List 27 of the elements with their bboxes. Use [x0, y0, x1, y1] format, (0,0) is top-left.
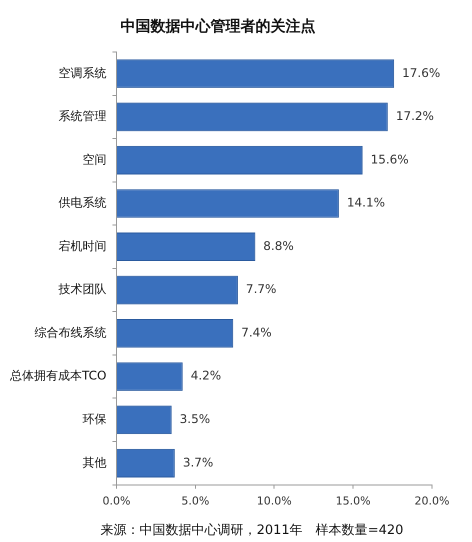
x-tick-label: 0.0% — [102, 494, 130, 508]
chart-title: 中国数据中心管理者的关注点 — [120, 16, 316, 35]
data-label: 17.2% — [396, 109, 434, 124]
y-tick-label: 综合布线系统 — [34, 325, 106, 340]
data-label: 15.6% — [370, 152, 409, 166]
x-tick-label: 15.0% — [336, 494, 371, 508]
y-tick-label: 宕机时间 — [58, 238, 106, 253]
data-label: 8.8% — [263, 238, 294, 253]
data-label: 3.7% — [182, 455, 214, 470]
data-label: 4.2% — [190, 368, 222, 383]
data-label: 7.7% — [246, 282, 276, 296]
y-tick-label: 系统管理 — [58, 109, 106, 124]
y-tick-label: 总体拥有成本TCO — [9, 368, 106, 383]
x-tick-label: 5.0% — [181, 494, 210, 508]
data-label: 14.1% — [346, 196, 386, 210]
data-label: 3.5% — [180, 412, 210, 426]
y-tick-label: 环保 — [82, 412, 106, 426]
y-tick-label: 空间 — [82, 152, 106, 166]
data-label: 7.4% — [241, 325, 272, 340]
data-label: 17.6% — [402, 66, 440, 80]
x-tick-label: 10.0% — [256, 494, 292, 508]
y-tick-label: 技术团队 — [57, 282, 106, 296]
y-tick-label: 其他 — [82, 455, 106, 470]
x-tick-label: 20.0% — [414, 494, 450, 508]
source-note: 来源：中国数据中心调研，2011年 样本数量=420 — [100, 522, 404, 538]
y-tick-label: 供电系统 — [58, 196, 106, 210]
y-tick-label: 空调系统 — [58, 66, 106, 80]
